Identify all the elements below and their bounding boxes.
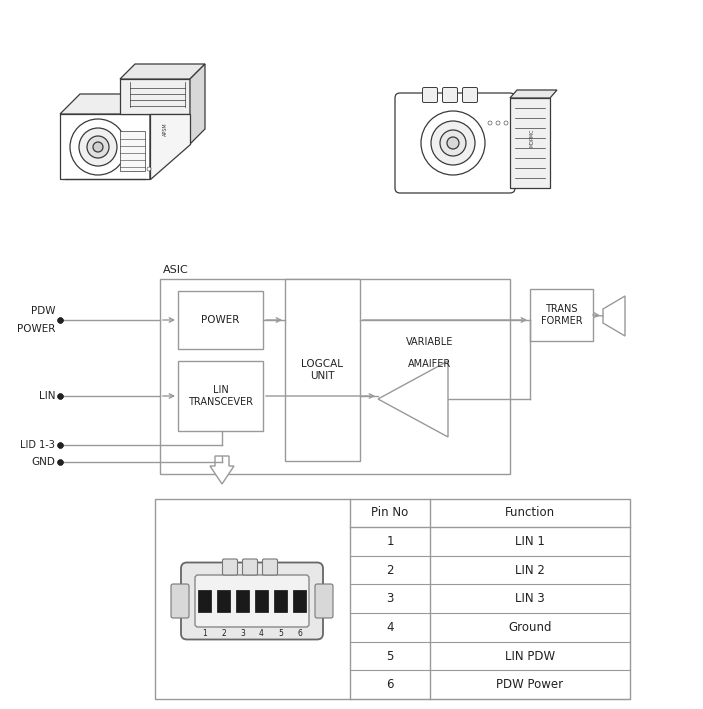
FancyBboxPatch shape (463, 87, 477, 103)
Text: LIN: LIN (39, 391, 55, 401)
Polygon shape (378, 361, 448, 437)
Text: Ground: Ground (508, 621, 552, 634)
Text: LIN
TRANSCEVER: LIN TRANSCEVER (188, 385, 253, 407)
FancyBboxPatch shape (178, 291, 263, 349)
Circle shape (140, 167, 144, 171)
FancyBboxPatch shape (285, 279, 360, 461)
FancyBboxPatch shape (160, 279, 510, 474)
Text: 5: 5 (387, 649, 394, 662)
Text: LIN 3: LIN 3 (515, 592, 545, 605)
Text: 2: 2 (221, 630, 226, 639)
Polygon shape (603, 296, 625, 336)
FancyBboxPatch shape (255, 590, 268, 612)
FancyBboxPatch shape (155, 499, 630, 699)
Polygon shape (120, 79, 190, 114)
Text: 1: 1 (202, 630, 207, 639)
Text: Pin No: Pin No (371, 506, 408, 520)
Polygon shape (150, 114, 190, 179)
FancyBboxPatch shape (293, 590, 306, 612)
Text: 6: 6 (297, 630, 302, 639)
FancyBboxPatch shape (423, 87, 437, 103)
FancyBboxPatch shape (236, 590, 249, 612)
Text: 5: 5 (278, 630, 283, 639)
Circle shape (87, 136, 109, 158)
Text: POWER: POWER (201, 315, 240, 325)
Text: 1: 1 (386, 535, 394, 548)
FancyBboxPatch shape (395, 93, 515, 193)
Text: POWER: POWER (17, 324, 55, 334)
Text: ASIC: ASIC (163, 265, 188, 275)
Text: TRANS
FORMER: TRANS FORMER (541, 304, 582, 326)
Circle shape (93, 142, 103, 152)
Text: Function: Function (505, 506, 555, 520)
Circle shape (488, 121, 492, 125)
Polygon shape (60, 114, 150, 179)
Text: LID 1-3: LID 1-3 (20, 440, 55, 450)
Polygon shape (120, 64, 205, 79)
Circle shape (133, 167, 137, 171)
Text: 4: 4 (259, 630, 264, 639)
Circle shape (447, 137, 459, 149)
Text: LIN 2: LIN 2 (515, 564, 545, 576)
FancyBboxPatch shape (262, 559, 278, 575)
Circle shape (431, 121, 475, 165)
FancyBboxPatch shape (178, 361, 263, 431)
Text: APSM: APSM (162, 122, 167, 136)
Text: 3: 3 (387, 592, 394, 605)
Polygon shape (510, 90, 557, 98)
FancyBboxPatch shape (120, 131, 145, 171)
Text: LIN 1: LIN 1 (515, 535, 545, 548)
FancyBboxPatch shape (315, 584, 333, 618)
FancyBboxPatch shape (195, 575, 309, 627)
FancyBboxPatch shape (530, 289, 593, 341)
Circle shape (70, 119, 126, 175)
Circle shape (421, 111, 485, 175)
Circle shape (147, 167, 151, 171)
Text: PDW: PDW (30, 306, 55, 316)
Text: VARIABLE: VARIABLE (406, 337, 453, 347)
Circle shape (504, 121, 508, 125)
FancyBboxPatch shape (171, 584, 189, 618)
Polygon shape (190, 64, 205, 144)
Polygon shape (150, 94, 170, 179)
Text: GND: GND (31, 457, 55, 467)
Text: LOGCAL
UNIT: LOGCAL UNIT (302, 359, 344, 381)
FancyBboxPatch shape (181, 562, 323, 640)
Circle shape (496, 121, 500, 125)
FancyBboxPatch shape (198, 590, 211, 612)
Text: 3: 3 (240, 630, 245, 639)
FancyBboxPatch shape (274, 590, 287, 612)
Circle shape (79, 128, 117, 166)
Text: MOPMC: MOPMC (529, 129, 534, 147)
FancyBboxPatch shape (442, 87, 458, 103)
Text: LIN PDW: LIN PDW (505, 649, 555, 662)
Text: 2: 2 (386, 564, 394, 576)
Polygon shape (510, 98, 550, 188)
Text: 4: 4 (386, 621, 394, 634)
Circle shape (440, 130, 466, 156)
Text: AMAIFER: AMAIFER (408, 359, 451, 369)
Polygon shape (60, 94, 170, 114)
FancyBboxPatch shape (217, 590, 230, 612)
Text: PDW Power: PDW Power (496, 679, 564, 691)
Text: 6: 6 (386, 679, 394, 691)
FancyBboxPatch shape (243, 559, 257, 575)
Polygon shape (210, 456, 234, 484)
FancyBboxPatch shape (223, 559, 238, 575)
